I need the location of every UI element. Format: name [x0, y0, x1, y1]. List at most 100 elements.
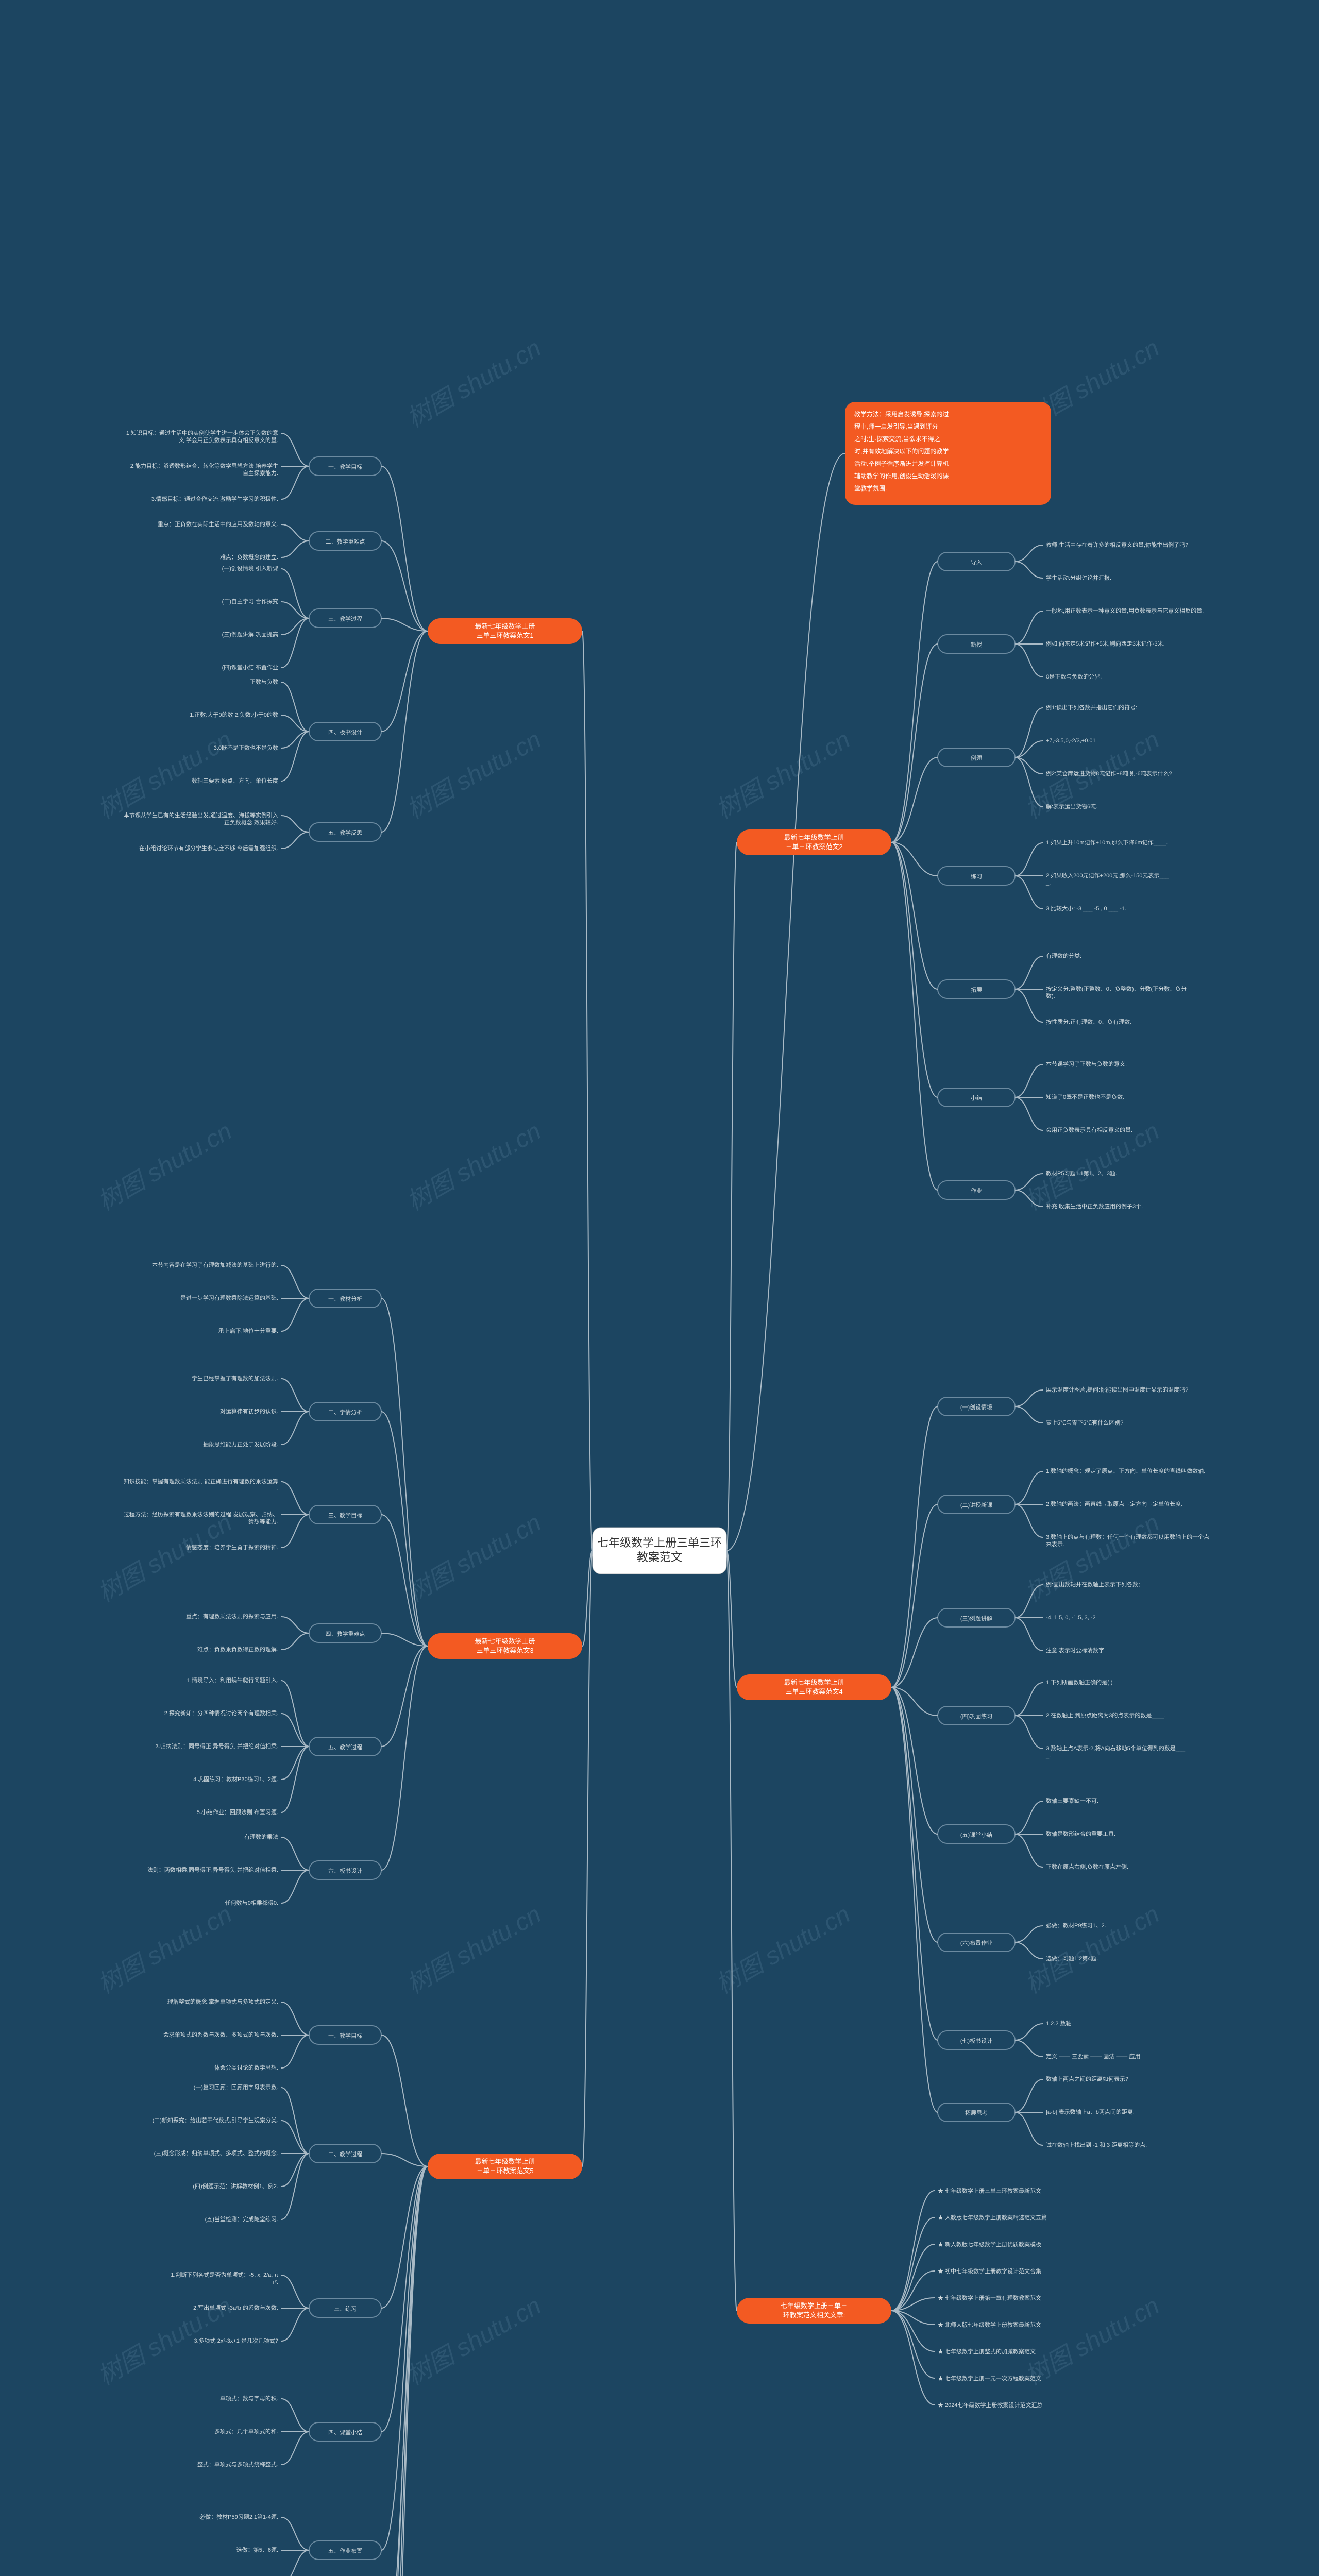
svg-text:三单三环教案范文5: 三单三环教案范文5	[476, 2167, 533, 2175]
svg-text:数轴三要素:原点、方向、单位长度: 数轴三要素:原点、方向、单位长度	[192, 777, 278, 784]
svg-text:(四)巩固练习: (四)巩固练习	[960, 1713, 992, 1720]
svg-text:有理数的乘法: 有理数的乘法	[244, 1833, 278, 1840]
svg-text:数轴是数形结合的重要工具.: 数轴是数形结合的重要工具.	[1046, 1830, 1115, 1837]
svg-text:五、作业布置: 五、作业布置	[328, 2548, 362, 2554]
svg-text:树图 shutu.cn: 树图 shutu.cn	[1021, 1901, 1164, 1999]
svg-text:树图 shutu.cn: 树图 shutu.cn	[93, 726, 236, 824]
svg-text:树图 shutu.cn: 树图 shutu.cn	[402, 1117, 546, 1216]
svg-text:0是正数与负数的分界.: 0是正数与负数的分界.	[1046, 673, 1102, 680]
svg-text:知道了0既不是正数也不是负数.: 知道了0既不是正数也不是负数.	[1046, 1093, 1124, 1100]
svg-text:一、教材分析: 一、教材分析	[328, 1295, 362, 1302]
svg-text:对运算律有初步的认识.: 对运算律有初步的认识.	[220, 1408, 278, 1415]
svg-text:(一)创设情境,引入新课: (一)创设情境,引入新课	[222, 565, 278, 572]
svg-text:(一)创设情境: (一)创设情境	[960, 1403, 992, 1411]
svg-text:树图 shutu.cn: 树图 shutu.cn	[402, 726, 546, 824]
svg-text:三、教学过程: 三、教学过程	[328, 615, 362, 622]
svg-text:(四)例题示范：讲解教材例1、例2.: (四)例题示范：讲解教材例1、例2.	[193, 2182, 278, 2190]
svg-text:(二)讲授新课: (二)讲授新课	[960, 1501, 992, 1509]
svg-text:抽象思维能力正处于发展阶段.: 抽象思维能力正处于发展阶段.	[203, 1440, 278, 1448]
svg-text:1.如果上升10m记作+10m,那么下降6m记作____.: 1.如果上升10m记作+10m,那么下降6m记作____.	[1046, 839, 1168, 846]
svg-text:理解整式的概念,掌握单项式与多项式的定义.: 理解整式的概念,掌握单项式与多项式的定义.	[167, 1998, 278, 2005]
svg-text:1.情境导入：利用蜗牛爬行问题引入.: 1.情境导入：利用蜗牛爬行问题引入.	[187, 1676, 278, 1684]
svg-text:单项式：数与字母的积.: 单项式：数与字母的积.	[220, 2395, 278, 2402]
svg-text:_.: _.	[1045, 880, 1051, 886]
svg-text:★ 初中七年级数学上册教学设计范文合集: ★ 初中七年级数学上册教学设计范文合集	[938, 2267, 1041, 2275]
svg-text:树图 shutu.cn: 树图 shutu.cn	[93, 1117, 236, 1216]
svg-text:★ 七年级数学上册一元一次方程教案范文: ★ 七年级数学上册一元一次方程教案范文	[938, 2375, 1041, 2382]
svg-text:自主探索能力.: 自主探索能力.	[243, 469, 278, 477]
svg-text:(六)布置作业: (六)布置作业	[960, 1940, 992, 1946]
svg-text:(五)当堂检测：完成随堂练习.: (五)当堂检测：完成随堂练习.	[205, 2215, 278, 2223]
svg-text:4.巩固练习：教材P30练习1、2题.: 4.巩固练习：教材P30练习1、2题.	[193, 1775, 278, 1783]
svg-text:最新七年级数学上册: 最新七年级数学上册	[784, 1679, 844, 1686]
svg-text:(三)概念形成：归纳单项式、多项式、整式的概念.: (三)概念形成：归纳单项式、多项式、整式的概念.	[154, 2149, 278, 2157]
svg-text:|a-b| 表示数轴上a、b两点间的距离.: |a-b| 表示数轴上a、b两点间的距离.	[1046, 2108, 1135, 2115]
svg-text:例如:向东走5米记作+5米,则向西走3米记作-3米.: 例如:向东走5米记作+5米,则向西走3米记作-3米.	[1046, 640, 1165, 647]
svg-text:★ 七年级数学上册三单三环教案最新范文: ★ 七年级数学上册三单三环教案最新范文	[938, 2187, 1041, 2194]
svg-text:知识技能：掌握有理数乘法法则,能正确进行有理数的乘法运算: 知识技能：掌握有理数乘法法则,能正确进行有理数的乘法运算	[124, 1478, 278, 1485]
svg-text:三单三环教案范文1: 三单三环教案范文1	[476, 632, 533, 639]
svg-text:树图 shutu.cn: 树图 shutu.cn	[402, 1901, 546, 1999]
svg-text:四、教学重难点: 四、教学重难点	[326, 1630, 365, 1637]
svg-text:树图 shutu.cn: 树图 shutu.cn	[402, 2292, 546, 2391]
svg-text:(一)复习回顾：回顾用字母表示数.: (一)复习回顾：回顾用字母表示数.	[194, 2083, 278, 2091]
svg-text:多项式：几个单项式的和.: 多项式：几个单项式的和.	[214, 2428, 278, 2435]
svg-text:树图 shutu.cn: 树图 shutu.cn	[712, 726, 855, 824]
svg-text:三单三环教案范文2: 三单三环教案范文2	[785, 843, 842, 851]
svg-text:数).: 数).	[1046, 993, 1055, 999]
svg-text:练习: 练习	[971, 873, 982, 880]
svg-text:★ 新人教版七年级数学上册优质教案模板: ★ 新人教版七年级数学上册优质教案模板	[938, 2241, 1041, 2248]
svg-text:猜想等能力.: 猜想等能力.	[248, 1518, 278, 1525]
svg-text:+7,-3.5,0,-2/3,+0.01: +7,-3.5,0,-2/3,+0.01	[1046, 738, 1096, 744]
svg-text:四、课堂小结: 四、课堂小结	[328, 2429, 362, 2436]
svg-text:必做：教材P59习题2.1第1-4题.: 必做：教材P59习题2.1第1-4题.	[199, 2513, 278, 2520]
svg-text:解:表示运出货物6吨.: 解:表示运出货物6吨.	[1046, 803, 1097, 810]
svg-text:按定义分:整数(正整数、0、负整数)、分数(正分数、负分: 按定义分:整数(正整数、0、负整数)、分数(正分数、负分	[1046, 985, 1187, 992]
svg-text:树图 shutu.cn: 树图 shutu.cn	[1021, 1509, 1164, 1607]
svg-text:1.2.2 数轴: 1.2.2 数轴	[1046, 2020, 1072, 2027]
svg-text:过程方法：经历探索有理数乘法法则的过程,发展观察、归纳、: 过程方法：经历探索有理数乘法法则的过程,发展观察、归纳、	[124, 1511, 278, 1518]
svg-text:程中,师一启发引导,当遇到评分: 程中,师一启发引导,当遇到评分	[854, 422, 938, 430]
svg-text:拓展: 拓展	[971, 986, 982, 993]
svg-text:树图 shutu.cn: 树图 shutu.cn	[712, 1901, 855, 1999]
svg-text:★ 七年级数学上册整式的加减教案范文: ★ 七年级数学上册整式的加减教案范文	[938, 2348, 1036, 2355]
svg-text:数轴上两点之间的距离如何表示?: 数轴上两点之间的距离如何表示?	[1046, 2075, 1128, 2082]
svg-text:环教案范文相关文章:: 环教案范文相关文章:	[783, 2311, 845, 2319]
svg-text:2.写出单项式 -3a²b 的系数与次数.: 2.写出单项式 -3a²b 的系数与次数.	[193, 2304, 278, 2311]
svg-text:教材P5习题1.1第1、2、3题.: 教材P5习题1.1第1、2、3题.	[1046, 1170, 1117, 1177]
svg-text:★ 北师大版七年级数学上册教案最新范文: ★ 北师大版七年级数学上册教案最新范文	[938, 2321, 1041, 2328]
svg-text:义,学会用正负数表示具有相反意义的量.: 义,学会用正负数表示具有相反意义的量.	[179, 436, 278, 444]
svg-text:例题: 例题	[971, 754, 982, 761]
svg-text:r².: r².	[273, 2279, 278, 2285]
svg-text:拓展思考: 拓展思考	[965, 2109, 988, 2116]
svg-text:正数与负数: 正数与负数	[250, 678, 278, 685]
svg-text:(五)课堂小结: (五)课堂小结	[960, 1832, 992, 1838]
svg-text:3.0既不是正数也不是负数: 3.0既不是正数也不是负数	[214, 744, 278, 751]
svg-text:1.知识目标：通过生活中的实例使学生进一步体会正负数的意: 1.知识目标：通过生活中的实例使学生进一步体会正负数的意	[126, 429, 278, 436]
svg-text:(七)板书设计: (七)板书设计	[960, 2037, 992, 2044]
svg-text:3.数轴上点A表示-2,将A向右移动5个单位得到的数是___: 3.数轴上点A表示-2,将A向右移动5个单位得到的数是___	[1046, 1744, 1186, 1752]
svg-text:作业: 作业	[971, 1188, 982, 1194]
svg-text:补充:收集生活中正负数应用的例子3个.: 补充:收集生活中正负数应用的例子3个.	[1046, 1202, 1143, 1210]
svg-text:(四)课堂小结,布置作业: (四)课堂小结,布置作业	[222, 664, 278, 671]
svg-text:注意:表示时要标清数字.: 注意:表示时要标清数字.	[1046, 1647, 1106, 1654]
svg-text:按性质分:正有理数、0、负有理数.: 按性质分:正有理数、0、负有理数.	[1046, 1018, 1131, 1025]
svg-text:二、教学过程: 二、教学过程	[328, 2150, 362, 2158]
svg-text:★ 七年级数学上册第一章有理数教案范文: ★ 七年级数学上册第一章有理数教案范文	[938, 2294, 1041, 2301]
svg-text:1.正数:大于0的数 2.负数:小于0的数: 1.正数:大于0的数 2.负数:小于0的数	[190, 711, 278, 718]
svg-text:(三)例题讲解,巩固提高: (三)例题讲解,巩固提高	[222, 631, 278, 638]
svg-text:本节课从学生已有的生活经验出发,通过温度、海拔等实例引入: 本节课从学生已有的生活经验出发,通过温度、海拔等实例引入	[124, 811, 278, 819]
svg-text:最新七年级数学上册: 最新七年级数学上册	[784, 834, 844, 841]
svg-text:六、板书设计: 六、板书设计	[328, 1867, 362, 1874]
svg-text:在小组讨论环节有部分学生参与度不够,今后需加强组织.: 在小组讨论环节有部分学生参与度不够,今后需加强组织.	[139, 844, 278, 852]
svg-text:教案范文: 教案范文	[637, 1551, 682, 1564]
svg-text:时,并有效地解决以下的问题的教学: 时,并有效地解决以下的问题的教学	[854, 447, 949, 455]
svg-text:2.能力目标：渗透数形结合、转化等数学思想方法,培养学生: 2.能力目标：渗透数形结合、转化等数学思想方法,培养学生	[130, 462, 278, 469]
svg-text:必做：教材P9练习1、2.: 必做：教材P9练习1、2.	[1046, 1922, 1106, 1929]
svg-text:3.情感目标：通过合作交流,激励学生学习的积极性.: 3.情感目标：通过合作交流,激励学生学习的积极性.	[151, 495, 278, 502]
svg-text:有理数的分类:: 有理数的分类:	[1046, 952, 1081, 959]
svg-text:例1:读出下列各数并指出它们的符号:: 例1:读出下列各数并指出它们的符号:	[1046, 704, 1137, 711]
svg-text:2.探究新知：分四种情况讨论两个有理数相乘.: 2.探究新知：分四种情况讨论两个有理数相乘.	[164, 1709, 278, 1717]
svg-text:七年级数学上册三单三环: 七年级数学上册三单三环	[597, 1536, 722, 1549]
svg-text:3.数轴上的点与有理数：任何一个有理数都可以用数轴上的一个点: 3.数轴上的点与有理数：任何一个有理数都可以用数轴上的一个点	[1046, 1533, 1209, 1540]
